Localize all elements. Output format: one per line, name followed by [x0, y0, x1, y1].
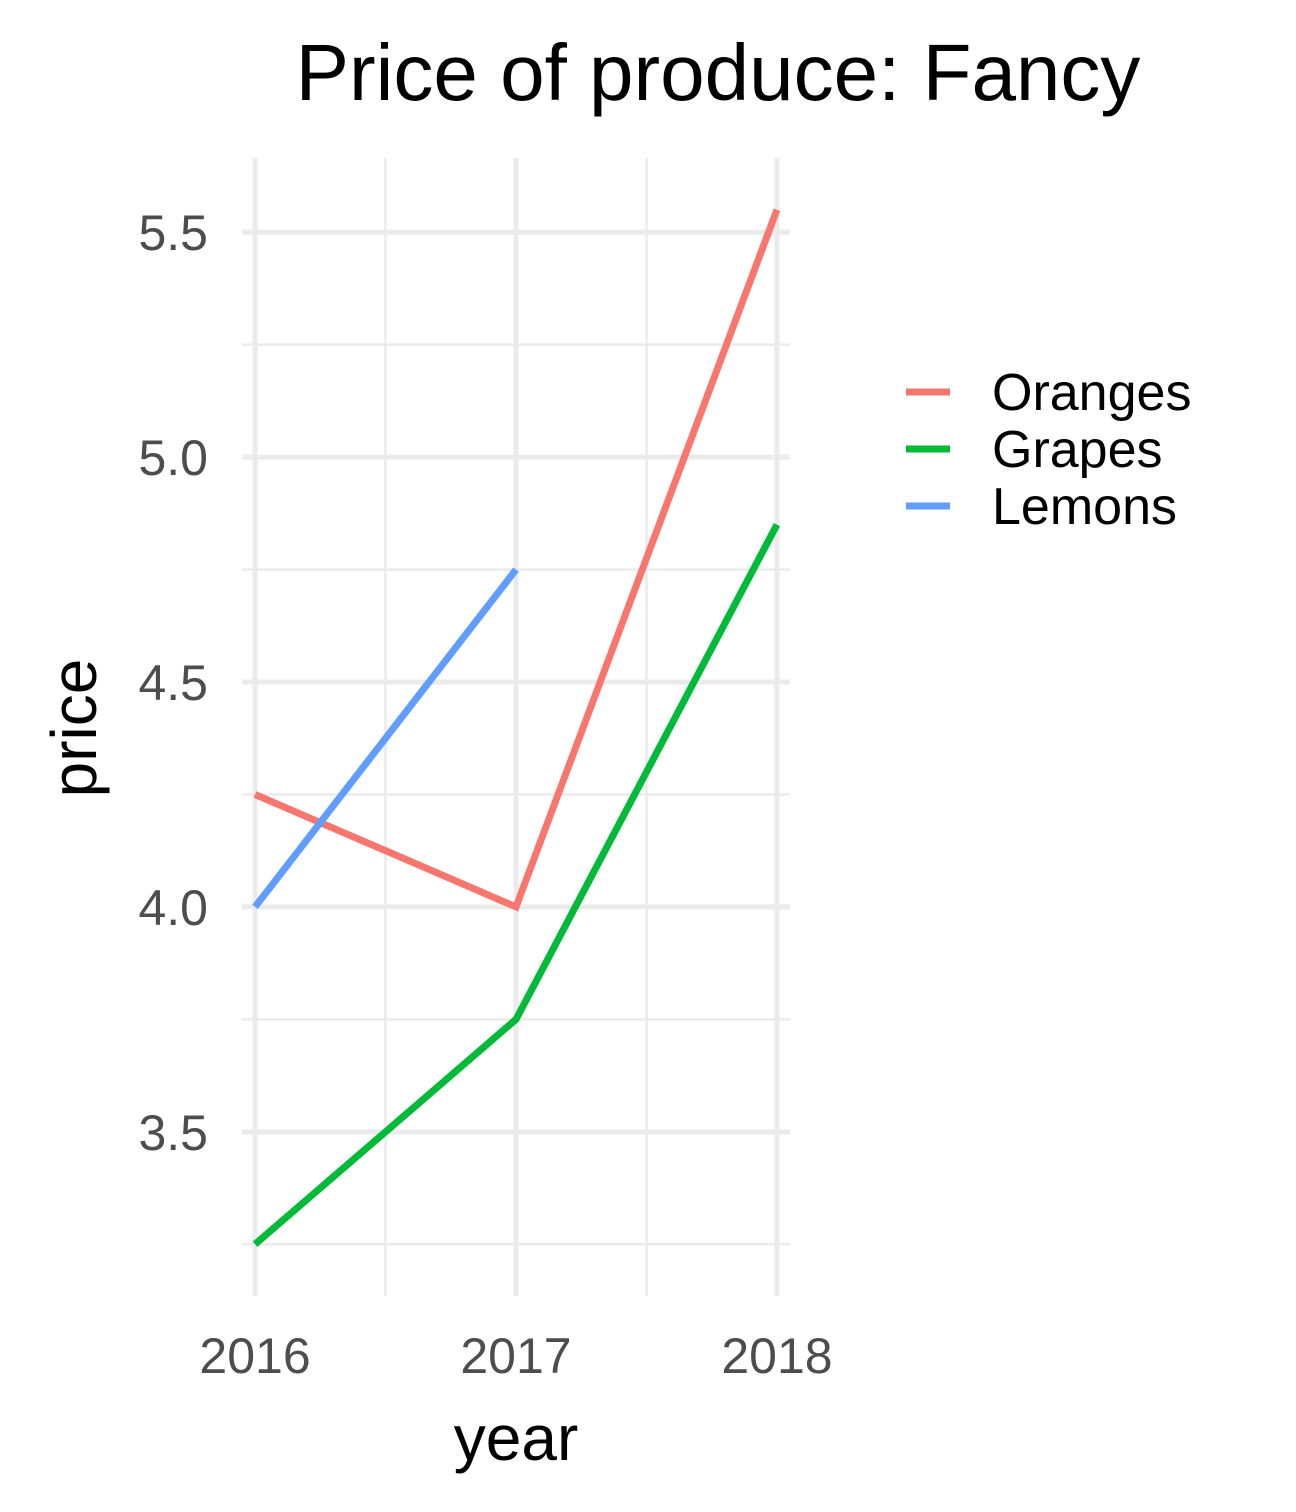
x-axis-ticks: 2016 2017 2018 [199, 1328, 832, 1384]
x-tick-label: 2017 [460, 1328, 571, 1384]
x-tick-label: 2016 [199, 1328, 310, 1384]
x-tick-label: 2018 [721, 1328, 832, 1384]
series-lines [252, 208, 781, 1247]
series-line-lemons [252, 567, 519, 910]
y-tick-label: 4.0 [138, 880, 208, 936]
y-tick-label: 4.5 [138, 655, 208, 711]
y-tick-label: 3.5 [138, 1105, 208, 1161]
y-tick-label: 5.0 [138, 430, 208, 486]
series-line-oranges [253, 208, 781, 912]
y-axis-title: price [38, 659, 110, 798]
grid [242, 158, 790, 1296]
legend-label: Lemons [992, 478, 1177, 536]
series-line-grapes [252, 522, 781, 1247]
legend-label: Oranges [992, 364, 1191, 422]
chart-title: Price of produce: Fancy [296, 28, 1141, 117]
y-axis-ticks: 3.5 4.0 4.5 5.0 5.5 [138, 205, 208, 1161]
y-tick-label: 5.5 [138, 205, 208, 261]
legend-label: Grapes [992, 421, 1163, 479]
x-axis-title: year [454, 1402, 579, 1474]
